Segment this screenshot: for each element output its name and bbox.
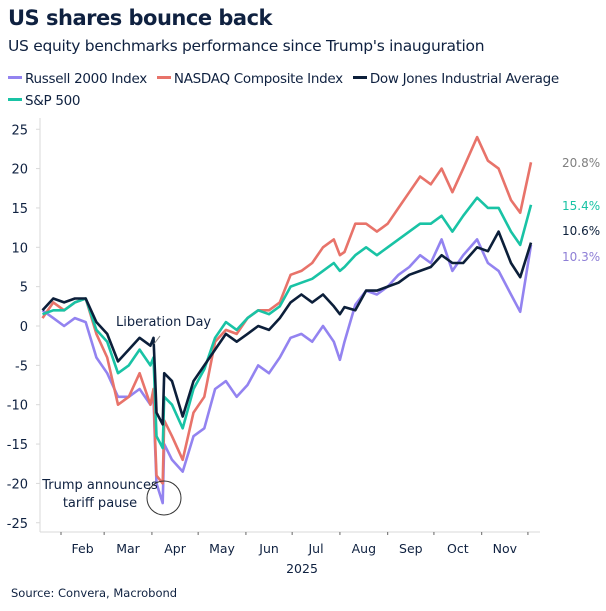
y-tick-label: -25 <box>7 517 28 532</box>
y-tick-label: -10 <box>7 399 28 414</box>
legend-item-russell: Russell 2000 Index <box>8 68 147 90</box>
annotation-tariff-pause-line1: Trump announces <box>41 478 158 493</box>
legend-label: NASDAQ Composite Index <box>173 71 343 87</box>
legend-swatch <box>156 75 171 79</box>
legend-label: Russell 2000 Index <box>25 71 147 87</box>
x-tick-label: Mar <box>116 541 140 556</box>
y-tick-label: 15 <box>11 202 28 217</box>
x-tick-label: Apr <box>164 541 186 556</box>
legend: Russell 2000 Index NASDAQ Composite Inde… <box>8 68 598 112</box>
x-tick-label: Nov <box>493 541 518 556</box>
legend-item-sp500: S&P 500 <box>8 90 81 112</box>
end-value-label: 10.6% <box>562 224 600 238</box>
y-tick-label: 5 <box>20 281 28 296</box>
legend-label: S&P 500 <box>25 93 81 109</box>
chart-subtitle: US equity benchmarks performance since T… <box>8 37 485 55</box>
y-tick-label: 10 <box>11 241 28 256</box>
chart-title: US shares bounce back <box>8 6 273 30</box>
y-tick-label: 0 <box>20 320 28 335</box>
x-tick-label: Oct <box>447 541 469 556</box>
annotation-liberation-day: Liberation Day <box>116 315 211 330</box>
x-tick-label: Sep <box>399 541 423 556</box>
source-note: Source: Convera, Macrobond <box>11 586 178 600</box>
end-value-label: 15.4% <box>562 199 600 213</box>
y-tick-label: -20 <box>7 477 28 492</box>
y-tick-label: 20 <box>11 163 28 178</box>
series-line-nasdaq-composite-index <box>41 135 533 485</box>
series-line-dow-jones-industrial-average <box>41 230 533 426</box>
legend-item-dow: Dow Jones Industrial Average <box>352 68 559 90</box>
annotation-circle <box>146 480 182 516</box>
end-value-label: 20.8% <box>562 156 600 170</box>
legend-swatch <box>352 75 367 79</box>
legend-item-nasdaq: NASDAQ Composite Index <box>156 68 343 90</box>
series-line-russell-2000-index <box>41 238 533 505</box>
x-tick-label: Feb <box>72 541 94 556</box>
legend-label: Dow Jones Industrial Average <box>369 71 559 87</box>
y-tick-label: -5 <box>15 359 28 374</box>
annotation-tariff-pause-line2: tariff pause <box>63 496 137 511</box>
x-tick-label: Aug <box>352 541 376 556</box>
legend-swatch <box>8 75 22 79</box>
y-tick-label: -15 <box>7 438 28 453</box>
legend-swatch <box>8 97 22 101</box>
end-value-label: 10.3% <box>562 250 600 264</box>
x-tick-label: Jun <box>258 541 279 556</box>
x-tick-label: Jul <box>307 541 323 556</box>
annotation-leader-line <box>153 335 161 345</box>
y-tick-label: 25 <box>11 123 28 138</box>
series-line-s-p-500 <box>42 196 533 450</box>
x-tick-label: May <box>209 541 235 556</box>
x-axis-label: 2025 <box>286 561 318 576</box>
